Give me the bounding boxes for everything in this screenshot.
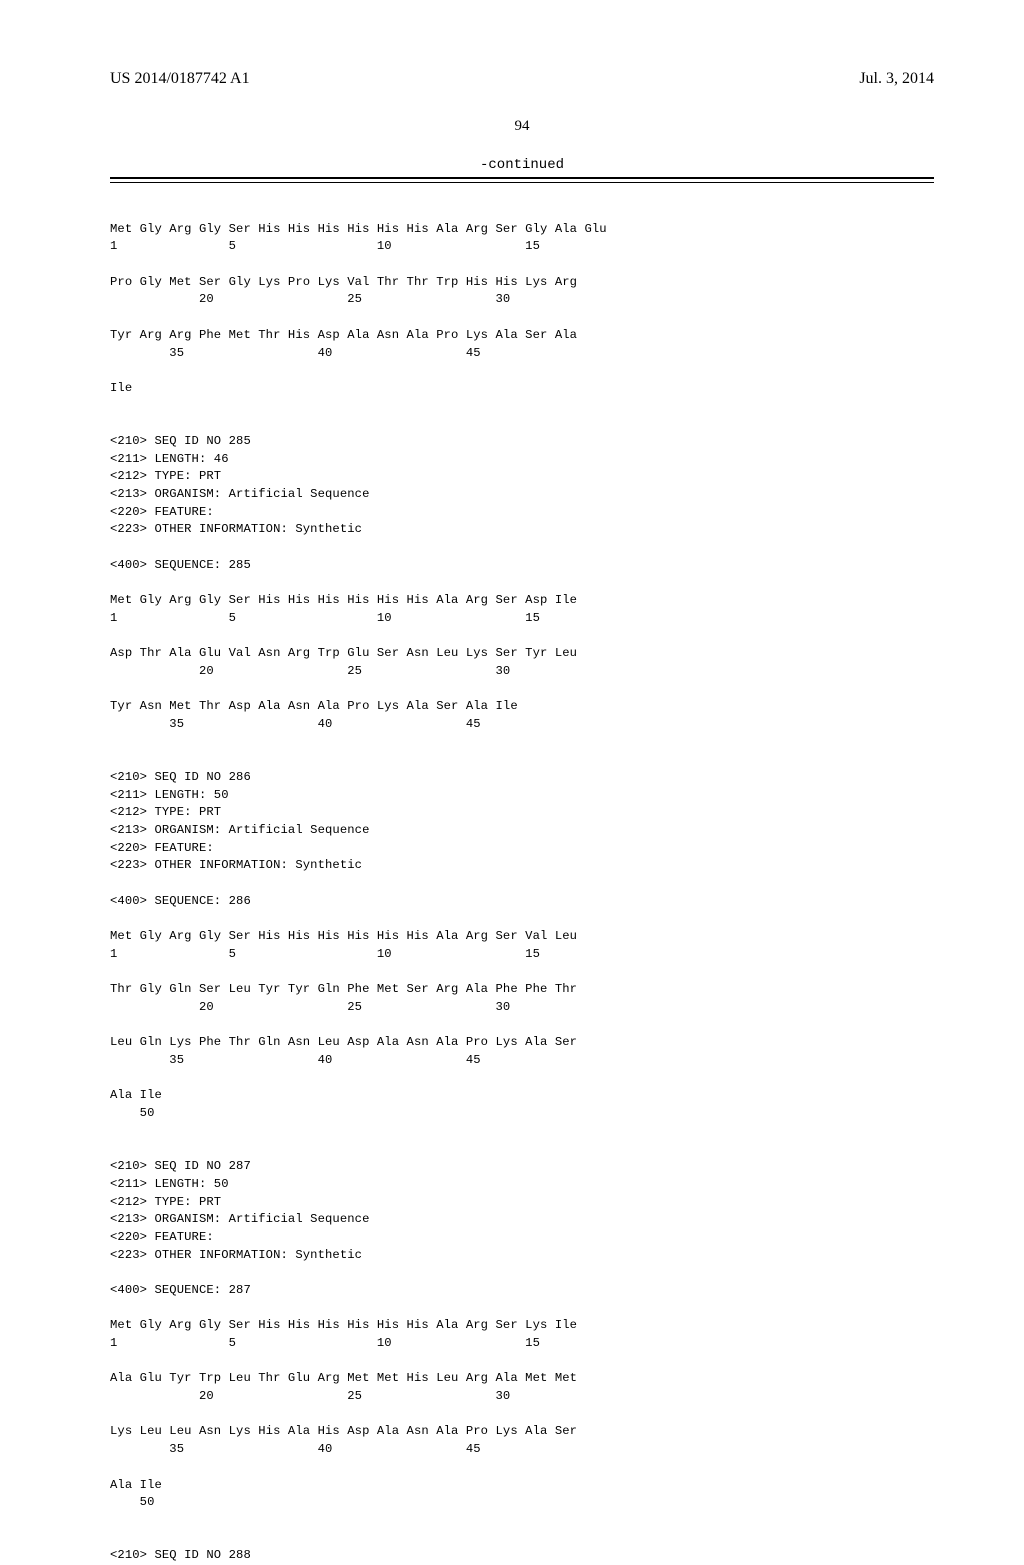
seq287-row4-res: Ala Ile [110, 1478, 162, 1492]
seq286-row4-res: Ala Ile [110, 1088, 162, 1102]
seq287-213: <213> ORGANISM: Artificial Sequence [110, 1212, 369, 1226]
seq286-400: <400> SEQUENCE: 286 [110, 894, 251, 908]
seq287-row2-num: 20 25 30 [110, 1389, 510, 1403]
page-header: US 2014/0187742 A1 Jul. 3, 2014 [110, 70, 934, 88]
seq287-row2-res: Ala Glu Tyr Trp Leu Thr Glu Arg Met Met … [110, 1371, 577, 1385]
seq286-row3-res: Leu Gln Lys Phe Thr Gln Asn Leu Asp Ala … [110, 1035, 577, 1049]
seq287-row1-res: Met Gly Arg Gly Ser His His His His His … [110, 1318, 577, 1332]
seq284-row1-res: Met Gly Arg Gly Ser His His His His His … [110, 222, 607, 236]
continued-label: -continued [110, 157, 934, 173]
seq286-row1-res: Met Gly Arg Gly Ser His His His His His … [110, 929, 577, 943]
seq287-row3-num: 35 40 45 [110, 1442, 481, 1456]
seq285-212: <212> TYPE: PRT [110, 469, 221, 483]
seq288-210: <210> SEQ ID NO 288 [110, 1548, 251, 1562]
seq284-row1-num: 1 5 10 15 [110, 239, 540, 253]
seq287-220: <220> FEATURE: [110, 1230, 214, 1244]
publication-number: US 2014/0187742 A1 [110, 70, 250, 88]
seq286-210: <210> SEQ ID NO 286 [110, 770, 251, 784]
page-number: 94 [110, 118, 934, 135]
seq286-211: <211> LENGTH: 50 [110, 788, 229, 802]
page-container: US 2014/0187742 A1 Jul. 3, 2014 94 -cont… [0, 0, 1024, 1320]
seq285-row1-num: 1 5 10 15 [110, 611, 540, 625]
seq285-400: <400> SEQUENCE: 285 [110, 558, 251, 572]
seq287-row4-num: 50 [110, 1495, 154, 1509]
seq285-row3-res: Tyr Asn Met Thr Asp Ala Asn Ala Pro Lys … [110, 699, 518, 713]
seq287-211: <211> LENGTH: 50 [110, 1177, 229, 1191]
seq285-210: <210> SEQ ID NO 285 [110, 434, 251, 448]
seq285-row1-res: Met Gly Arg Gly Ser His His His His His … [110, 593, 577, 607]
seq287-212: <212> TYPE: PRT [110, 1195, 221, 1209]
seq284-row2-res: Pro Gly Met Ser Gly Lys Pro Lys Val Thr … [110, 275, 577, 289]
publication-date: Jul. 3, 2014 [859, 70, 934, 88]
seq286-row4-num: 50 [110, 1106, 154, 1120]
seq284-row3-res: Tyr Arg Arg Phe Met Thr His Asp Ala Asn … [110, 328, 577, 342]
seq286-row1-num: 1 5 10 15 [110, 947, 540, 961]
seq286-223: <223> OTHER INFORMATION: Synthetic [110, 858, 362, 872]
seq287-row1-num: 1 5 10 15 [110, 1336, 540, 1350]
seq286-213: <213> ORGANISM: Artificial Sequence [110, 823, 369, 837]
seq285-row2-res: Asp Thr Ala Glu Val Asn Arg Trp Glu Ser … [110, 646, 577, 660]
seq287-210: <210> SEQ ID NO 287 [110, 1159, 251, 1173]
seq286-row2-res: Thr Gly Gln Ser Leu Tyr Tyr Gln Phe Met … [110, 982, 577, 996]
seq285-223: <223> OTHER INFORMATION: Synthetic [110, 522, 362, 536]
seq285-row2-num: 20 25 30 [110, 664, 510, 678]
seq284-row3-num: 35 40 45 [110, 346, 481, 360]
seq286-220: <220> FEATURE: [110, 841, 214, 855]
seq284-row4-res: Ile [110, 381, 132, 395]
seq285-220: <220> FEATURE: [110, 505, 214, 519]
sequence-listing: Met Gly Arg Gly Ser His His His His His … [110, 203, 934, 1565]
seq286-212: <212> TYPE: PRT [110, 805, 221, 819]
seq285-row3-num: 35 40 45 [110, 717, 481, 731]
seq286-row2-num: 20 25 30 [110, 1000, 510, 1014]
seq286-row3-num: 35 40 45 [110, 1053, 481, 1067]
seq287-row3-res: Lys Leu Leu Asn Lys His Ala His Asp Ala … [110, 1424, 577, 1438]
seq287-400: <400> SEQUENCE: 287 [110, 1283, 251, 1297]
seq284-row2-num: 20 25 30 [110, 292, 510, 306]
seq287-223: <223> OTHER INFORMATION: Synthetic [110, 1248, 362, 1262]
section-rule [110, 177, 934, 183]
seq285-211: <211> LENGTH: 46 [110, 452, 229, 466]
seq285-213: <213> ORGANISM: Artificial Sequence [110, 487, 369, 501]
